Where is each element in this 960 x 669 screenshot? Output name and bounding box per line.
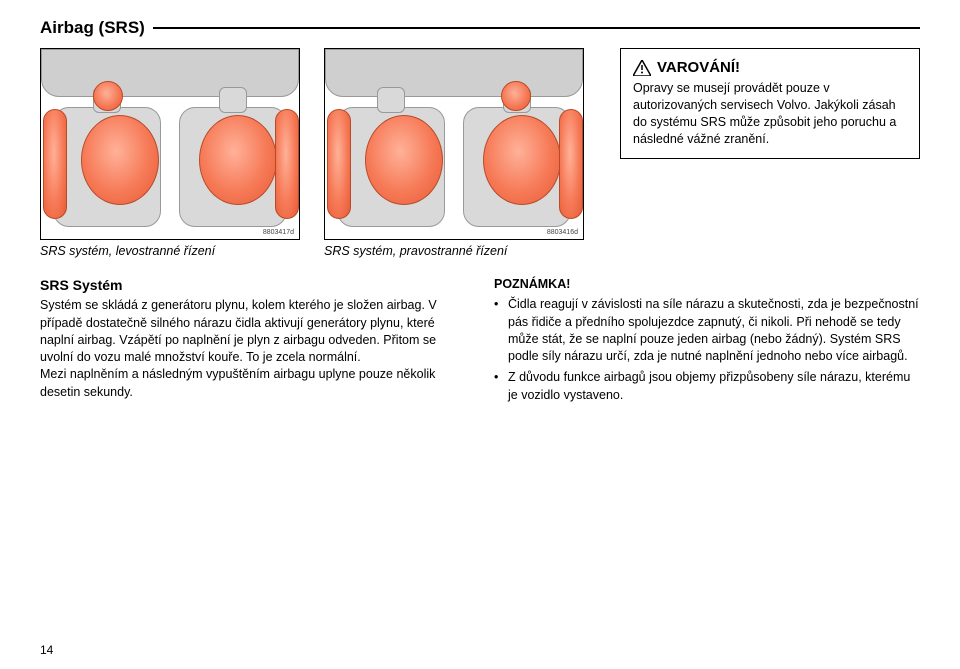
note-bullet: Z důvodu funkce airbagů jsou objemy přiz…: [494, 369, 920, 404]
header-rule: [153, 27, 920, 29]
section-header: Airbag (SRS): [40, 18, 920, 38]
note-title: POZNÁMKA!: [494, 276, 920, 293]
srs-paragraph: Mezi naplněním a následným vypuštěním ai…: [40, 366, 466, 401]
note-bullets: Čidla reagují v závislosti na síle náraz…: [494, 296, 920, 404]
right-column: POZNÁMKA! Čidla reagují v závislosti na …: [494, 276, 920, 408]
top-row: 8803417d 8803416d VAROVÁNÍ! Opravy se mu…: [40, 48, 920, 240]
warning-title: VAROVÁNÍ!: [657, 59, 740, 76]
note-bullet: Čidla reagují v závislosti na síle náraz…: [494, 296, 920, 365]
illustration-lhd: 8803417d: [40, 48, 300, 240]
image-id-right: 8803416d: [547, 229, 578, 236]
srs-paragraph: Systém se skládá z generátoru plynu, kol…: [40, 297, 466, 366]
page-number: 14: [40, 643, 53, 657]
warning-body: Opravy se musejí provádět pouze v autori…: [633, 80, 907, 148]
warning-title-row: VAROVÁNÍ!: [633, 59, 907, 76]
srs-body: Systém se skládá z generátoru plynu, kol…: [40, 297, 466, 401]
caption-left: SRS systém, levostranné řízení: [40, 244, 300, 258]
warning-icon: [633, 60, 651, 76]
image-id-left: 8803417d: [263, 229, 294, 236]
caption-right: SRS systém, pravostranné řízení: [324, 244, 584, 258]
warning-box: VAROVÁNÍ! Opravy se musejí provádět pouz…: [620, 48, 920, 159]
section-title: Airbag (SRS): [40, 18, 145, 38]
illustration-rhd: 8803416d: [324, 48, 584, 240]
left-column: SRS Systém Systém se skládá z generátoru…: [40, 276, 466, 408]
caption-row: SRS systém, levostranné řízení SRS systé…: [40, 244, 920, 258]
srs-title: SRS Systém: [40, 276, 466, 295]
body-columns: SRS Systém Systém se skládá z generátoru…: [40, 276, 920, 408]
